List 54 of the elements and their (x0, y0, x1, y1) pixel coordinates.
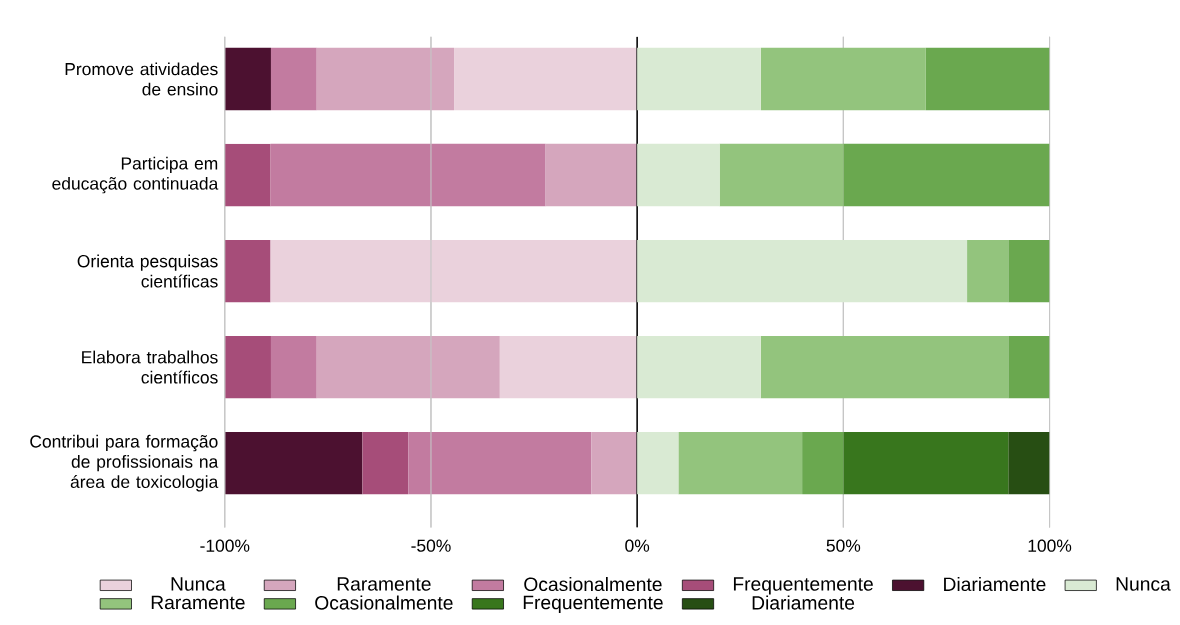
x-tick-label: 0% (625, 539, 650, 552)
bar (637, 143, 720, 207)
legend-label: Nunca (171, 577, 226, 591)
bar (967, 239, 1009, 303)
bar (678, 432, 803, 495)
bar (225, 336, 271, 399)
legend-label: Ocasionalmente (524, 577, 662, 592)
bar (454, 47, 638, 111)
bar (591, 432, 638, 495)
legend-label: Raramente (337, 577, 431, 591)
bar (224, 239, 271, 303)
bar (843, 432, 1009, 495)
bar (362, 432, 409, 495)
bar (545, 143, 638, 207)
legend-label: Nunca (1116, 577, 1171, 591)
y-tick-label: Contribui para formação de profissionais na área de toxicologia (30, 434, 219, 492)
bar (316, 47, 455, 111)
bar (637, 47, 761, 111)
bar (637, 239, 968, 303)
y-tick-label: Promove atividades de ensino (65, 62, 218, 96)
bar (270, 239, 638, 303)
legend-label: Ocasionalmente (315, 595, 453, 610)
legend-label: Raramente (151, 595, 245, 610)
legend-label: Frequentemente (733, 577, 873, 595)
bar (760, 47, 926, 111)
bar (925, 47, 1050, 111)
x-tick-label: 100% (1028, 539, 1072, 552)
legend-label: Frequentemente (523, 595, 663, 614)
y-tick-label: Elabora trabalhos científicos (82, 350, 218, 384)
legend-label: Diariamente (752, 595, 855, 610)
bar (1008, 239, 1050, 303)
bar (719, 143, 844, 207)
y-tick-label: Orienta pesquisas científicas (77, 254, 218, 288)
bar (224, 143, 271, 207)
bar (316, 336, 500, 399)
bar (270, 143, 546, 207)
bar (270, 47, 317, 111)
bar (637, 336, 761, 399)
bar (408, 432, 592, 495)
bar (499, 336, 638, 399)
bar (225, 432, 363, 495)
bar (1008, 432, 1050, 495)
x-tick-label: -100% (200, 539, 250, 552)
bar (843, 143, 1050, 207)
x-tick-label: 50% (826, 539, 861, 552)
y-tick-label: Participa em educação continuada (52, 156, 219, 194)
bar (270, 336, 317, 399)
bar (802, 432, 844, 495)
bar (637, 432, 679, 495)
bar (225, 47, 271, 111)
x-tick-label: -50% (411, 539, 451, 552)
legend-label: Diariamente (944, 577, 1046, 592)
bar (760, 336, 1009, 399)
bar (1008, 336, 1050, 399)
